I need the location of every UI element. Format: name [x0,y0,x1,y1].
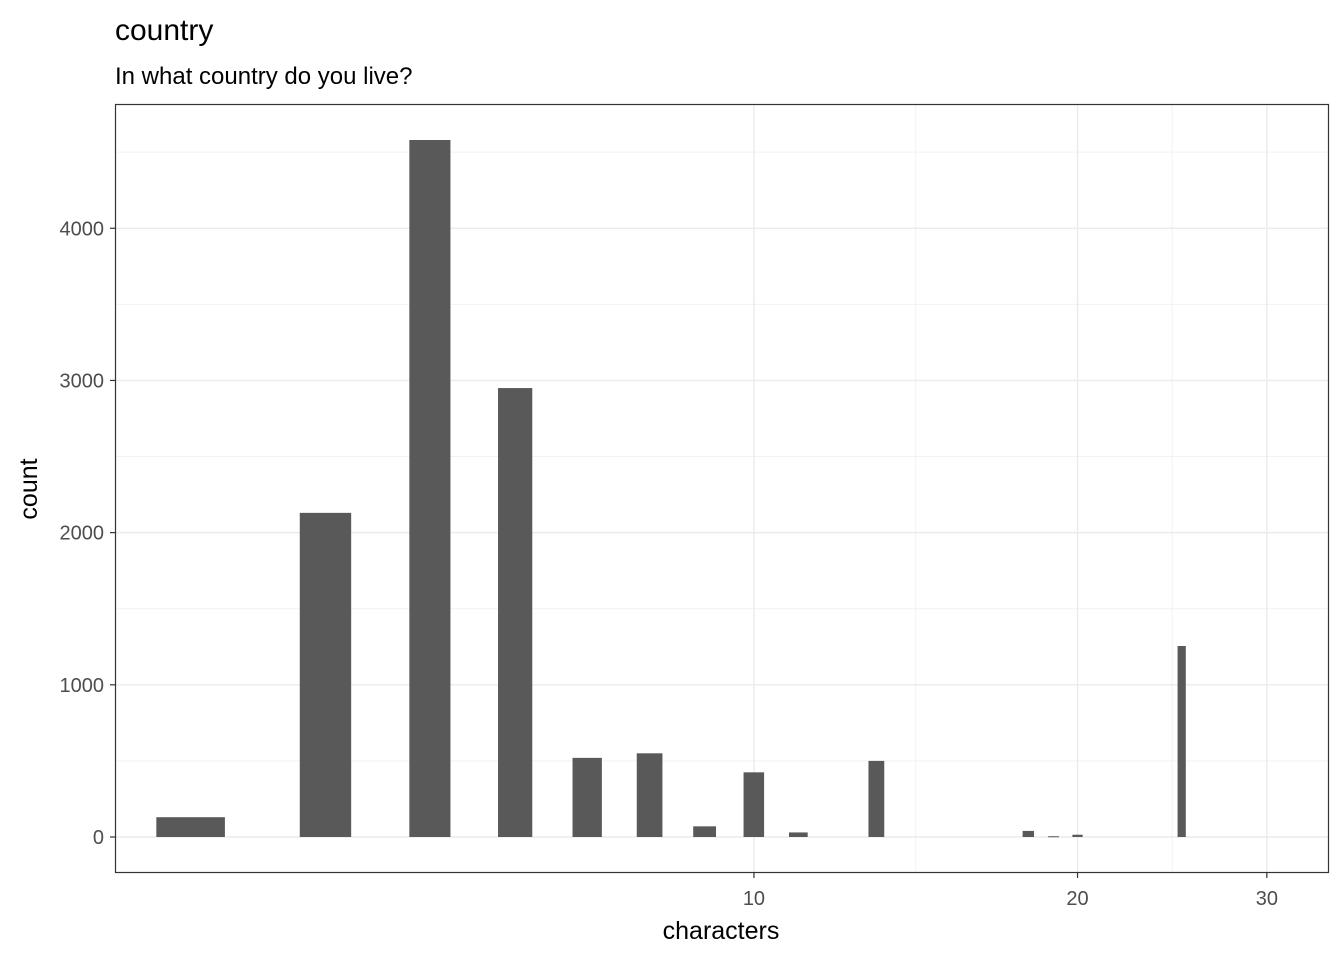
bar [693,826,717,837]
grid-lines [116,105,1328,872]
bar [743,772,765,837]
bar [868,760,885,837]
y-axis: 0 1000 2000 3000 4000 [60,218,116,849]
bar [1048,836,1059,838]
x-tick-label: 10 [743,888,765,910]
bar [156,817,225,837]
bars [156,140,1186,838]
y-tick-label: 0 [93,827,104,849]
y-tick-label: 2000 [60,523,105,545]
bar [1072,834,1083,837]
bar [636,753,663,837]
bar [409,140,451,837]
x-axis-title: characters [663,917,780,945]
bar [572,757,602,837]
chart-title: country [115,14,213,47]
x-tick-label: 20 [1066,888,1088,910]
bar [299,512,352,837]
bar [789,832,808,837]
bar [498,388,533,837]
bar [1022,830,1035,837]
x-axis: 10 20 30 [743,872,1278,910]
plot-panel-border [114,103,1330,874]
y-tick-label: 3000 [60,370,105,392]
y-axis-title: count [15,458,43,519]
y-tick-label: 4000 [60,218,105,240]
y-tick-label: 1000 [60,675,105,697]
chart-subtitle: In what country do you live? [115,63,413,90]
bar [1177,646,1186,837]
x-tick-label: 30 [1256,888,1278,910]
